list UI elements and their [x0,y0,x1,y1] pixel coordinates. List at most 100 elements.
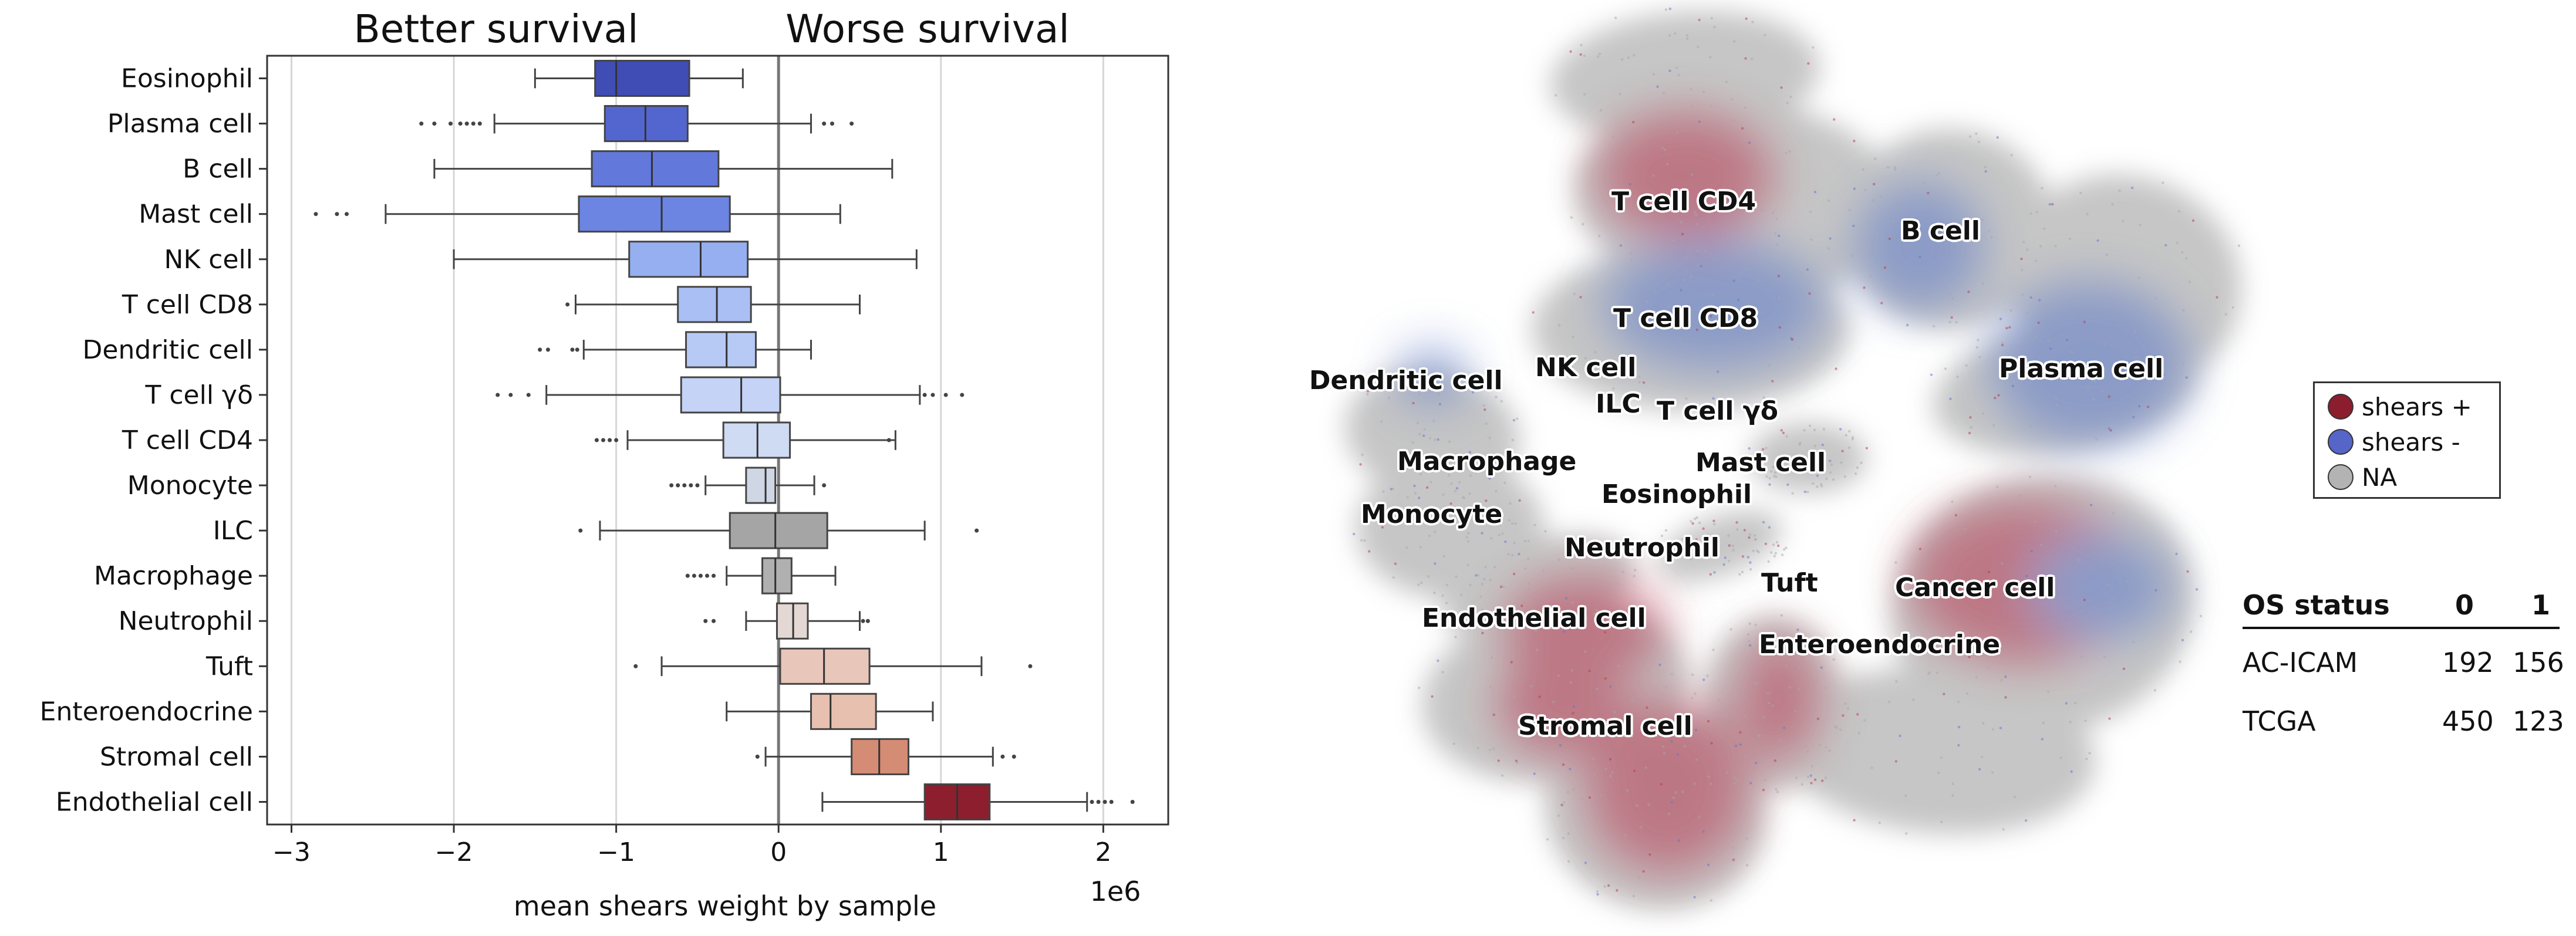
umap-point [1810,238,1813,241]
umap-point [2088,752,2091,755]
umap-point [1598,52,1601,55]
umap-point [1437,392,1441,396]
umap-point [1667,283,1670,286]
umap-point [1488,748,1492,752]
umap-point [1949,397,1952,400]
legend: shears + shears - NA [2313,381,2501,499]
umap-point [1743,529,1746,532]
outlier-point [464,121,469,126]
umap-point [2139,224,2142,227]
umap-point [1584,861,1587,864]
umap-point [1593,773,1596,776]
umap-point [1748,640,1751,643]
umap-point [1765,447,1768,450]
umap-point [1775,217,1778,220]
umap-point [1846,707,1850,710]
umap-point [1485,423,1488,425]
umap-point [1656,85,1659,88]
umap-point [1677,203,1680,206]
os-row-count-0: 450 [2442,705,2494,737]
box-enteroendocrine [726,692,934,730]
umap-point [1419,473,1422,476]
outlier-point [614,438,619,442]
umap-point [1736,528,1739,531]
umap-point [1646,706,1648,709]
umap-point [1923,181,1926,184]
umap-point [1775,540,1779,544]
umap-point [2085,758,2088,761]
umap-point [1508,519,1511,522]
umap-point [1873,183,1876,185]
umap-point [1742,695,1746,699]
umap-point [1588,796,1592,799]
umap-point [1501,774,1504,777]
umap-label-mast-cell: Mast cell [1695,448,1826,478]
umap-point [2103,343,2106,346]
umap-point [1446,520,1449,523]
umap-point [1872,199,1875,202]
umap-point [1954,513,1958,517]
outlier-point [865,619,870,623]
umap-point [1580,798,1583,801]
umap-point [1511,438,1514,441]
umap-point [1724,556,1727,559]
box-neutrophil [703,602,870,640]
umap-point [1538,695,1541,698]
umap-point [1595,609,1598,611]
umap-point [1730,98,1733,101]
umap-point [1470,607,1473,610]
umap-point [2100,390,2103,393]
umap-point [1904,794,1907,798]
umap-point [1766,692,1769,695]
umap-point [1527,557,1530,560]
umap-point [2028,475,2031,478]
outlier-point [345,212,349,217]
umap-point [1775,788,1778,791]
umap-point [2065,339,2069,342]
box-dendritic-cell [538,331,812,369]
umap-point [1648,853,1651,856]
umap-point [1975,230,1978,233]
umap-point [1813,451,1816,454]
umap-point [1681,542,1684,545]
umap-point [1544,530,1547,533]
umap-point [1762,715,1765,718]
umap-point [1968,135,1972,138]
umap-point [1495,489,1498,493]
umap-point [1745,755,1748,758]
umap-point [1566,790,1570,794]
umap-point [1690,88,1692,91]
box-iqr [810,692,877,730]
umap-point [1777,275,1781,278]
umap-point [1948,320,1951,324]
umap-point [1806,457,1809,459]
outlier-point [830,121,834,126]
umap-point [1510,522,1514,525]
umap-point [1679,337,1683,340]
umap-point [1755,260,1758,263]
umap-point [1832,658,1835,661]
umap-point [1526,624,1529,628]
umap-point [1479,595,1482,598]
umap-point [1735,521,1738,524]
umap-point [1698,816,1701,819]
umap-point [1883,266,1887,269]
umap-region-shears-plus [1597,111,1773,241]
umap-point [1776,243,1779,246]
umap-point [1894,168,1897,171]
umap-point [1441,594,1444,597]
umap-point [1616,582,1620,586]
umap-point [2025,575,2028,577]
umap-point [1426,486,1429,489]
outlier-point [449,121,453,126]
umap-point [1582,222,1584,226]
umap-point [2103,655,2106,658]
umap-point [1775,475,1778,478]
umap-label-tuft: Tuft [1761,568,1818,598]
umap-point [1664,685,1667,689]
umap-point [1773,555,1776,557]
umap-point [2132,640,2135,644]
umap-point [1825,746,1828,749]
umap-point [1464,383,1468,386]
